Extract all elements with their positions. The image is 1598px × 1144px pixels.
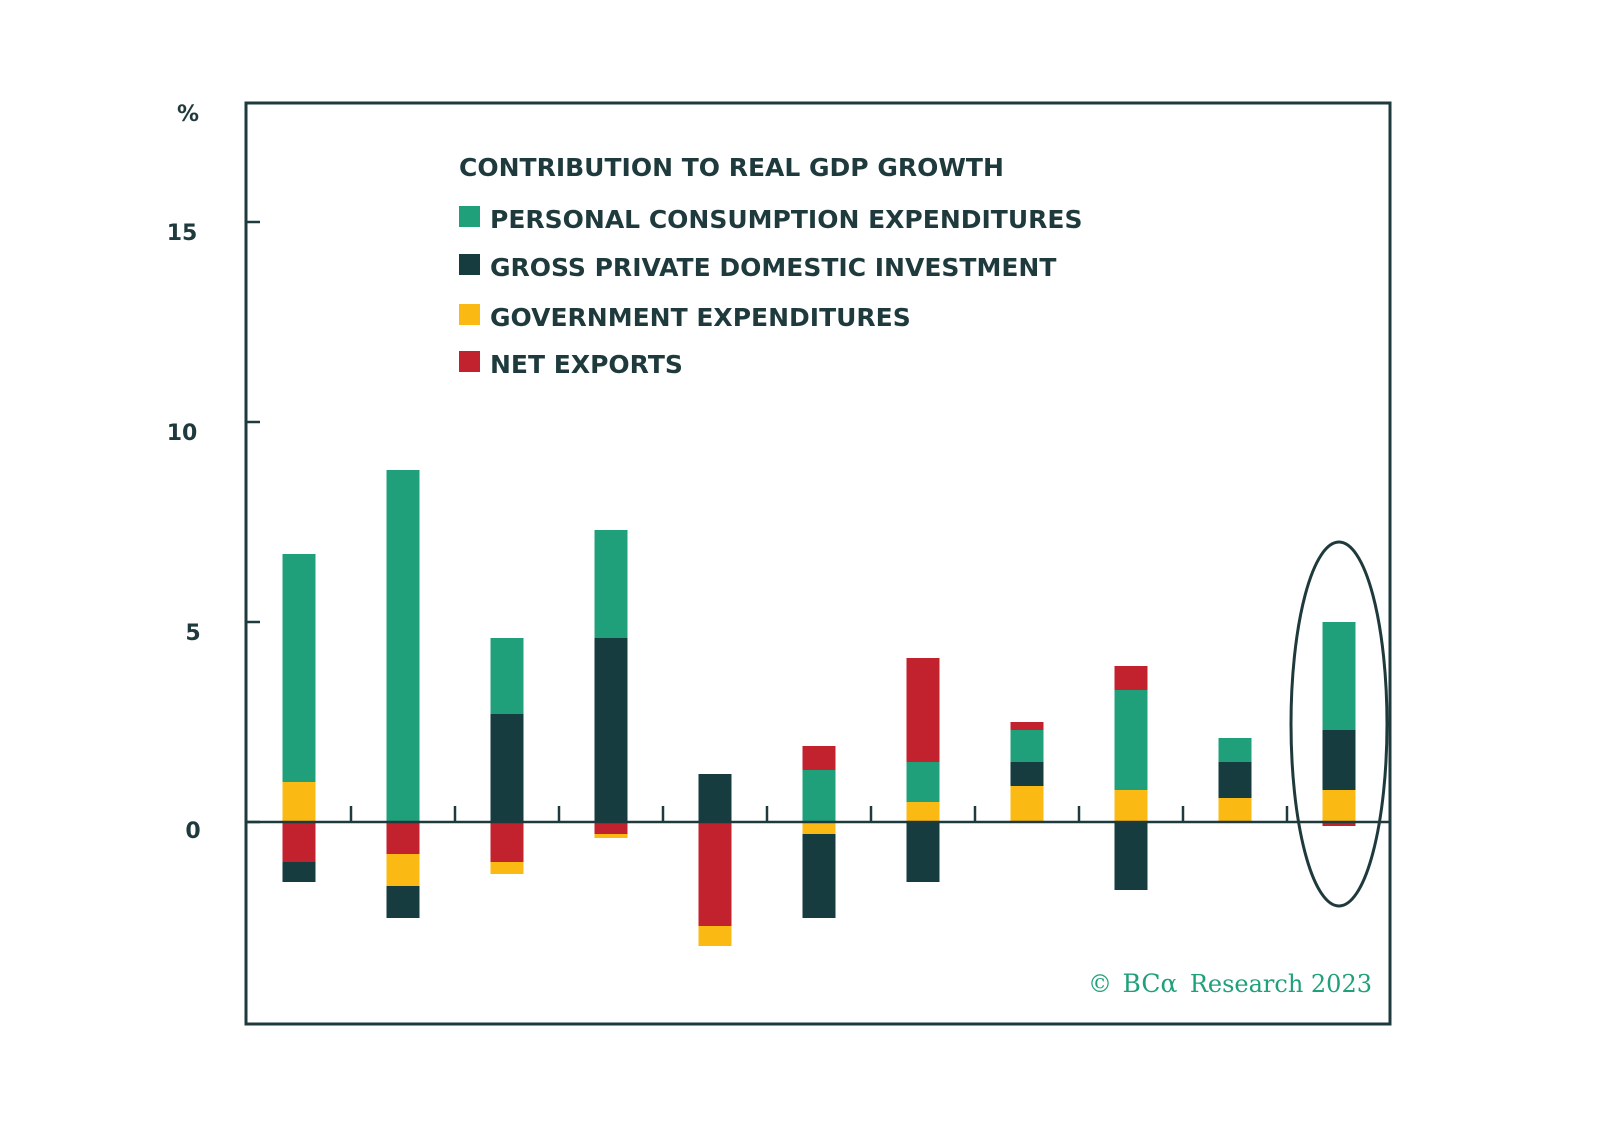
credit-brand: BCα: [1123, 969, 1178, 998]
bar-segment: [1010, 730, 1044, 762]
bar-segment: [906, 822, 940, 882]
legend-label-net-exports: NET EXPORTS: [490, 350, 683, 379]
chart-title: CONTRIBUTION TO REAL GDP GROWTH: [459, 153, 1004, 182]
bar-segment: [698, 822, 732, 926]
bar-segment: [386, 470, 420, 822]
copyright-symbol: ©: [1088, 970, 1112, 998]
x-axis: [246, 806, 1390, 824]
bar-segment: [1114, 822, 1148, 890]
bar-segment: [802, 834, 836, 918]
legend-label-investment: GROSS PRIVATE DOMESTIC INVESTMENT: [490, 253, 1056, 282]
bar-segment: [1322, 730, 1356, 790]
credit-text: Research 2023: [1190, 970, 1372, 998]
bar-segment: [906, 802, 940, 822]
bar-segment: [490, 862, 524, 874]
bar-segment: [490, 714, 524, 822]
y-axis-label: %: [177, 102, 199, 127]
y-tick-label-15: 15: [167, 221, 198, 246]
bar-segment: [594, 638, 628, 822]
bar-series-group: [282, 470, 1356, 946]
bar-segment: [1322, 622, 1356, 730]
bar-segment: [282, 782, 316, 822]
bar-segment: [1218, 798, 1252, 822]
bar-segment: [1322, 790, 1356, 822]
bar-segment: [1010, 786, 1044, 822]
bar-segment: [1114, 690, 1148, 790]
bar-segment: [1218, 738, 1252, 762]
bar-segment: [1010, 722, 1044, 730]
legend-swatch-consumption: [459, 206, 480, 227]
bar-segment: [386, 822, 420, 854]
bar-segment: [802, 746, 836, 770]
bar-segment: [1218, 762, 1252, 798]
bar-segment: [1114, 666, 1148, 690]
credit-line: © BCα Research 2023: [1088, 969, 1372, 998]
bar-segment: [594, 822, 628, 834]
bar-segment: [282, 822, 316, 862]
bar-segment: [386, 854, 420, 886]
legend-label-consumption: PERSONAL CONSUMPTION EXPENDITURES: [490, 205, 1083, 234]
legend-swatch-investment: [459, 254, 480, 275]
bar-segment: [1010, 762, 1044, 786]
legend-label-government: GOVERNMENT EXPENDITURES: [490, 303, 911, 332]
y-tick-label-0: 0: [185, 819, 200, 844]
bar-segment: [386, 886, 420, 918]
y-axis: [246, 220, 260, 824]
bar-segment: [906, 658, 940, 762]
legend-swatch-net-exports: [459, 351, 480, 372]
bar-segment: [490, 822, 524, 862]
bar-segment: [282, 554, 316, 782]
legend: PERSONAL CONSUMPTION EXPENDITURES GROSS …: [459, 205, 1083, 379]
y-tick-label-5: 5: [185, 621, 200, 646]
bar-segment: [1114, 790, 1148, 822]
bar-segment: [802, 822, 836, 834]
highlight-ellipse: [1289, 540, 1389, 908]
bar-segment: [1322, 822, 1356, 826]
bar-segment: [594, 530, 628, 638]
bar-segment: [698, 774, 732, 822]
y-tick-label-10: 10: [167, 421, 198, 446]
bar-segment: [594, 834, 628, 838]
plot-frame: [244, 101, 1392, 1026]
bar-segment: [282, 862, 316, 882]
bar-segment: [906, 762, 940, 802]
bar-segment: [802, 770, 836, 822]
legend-swatch-government: [459, 304, 480, 325]
bar-segment: [490, 638, 524, 714]
bar-segment: [698, 926, 732, 946]
